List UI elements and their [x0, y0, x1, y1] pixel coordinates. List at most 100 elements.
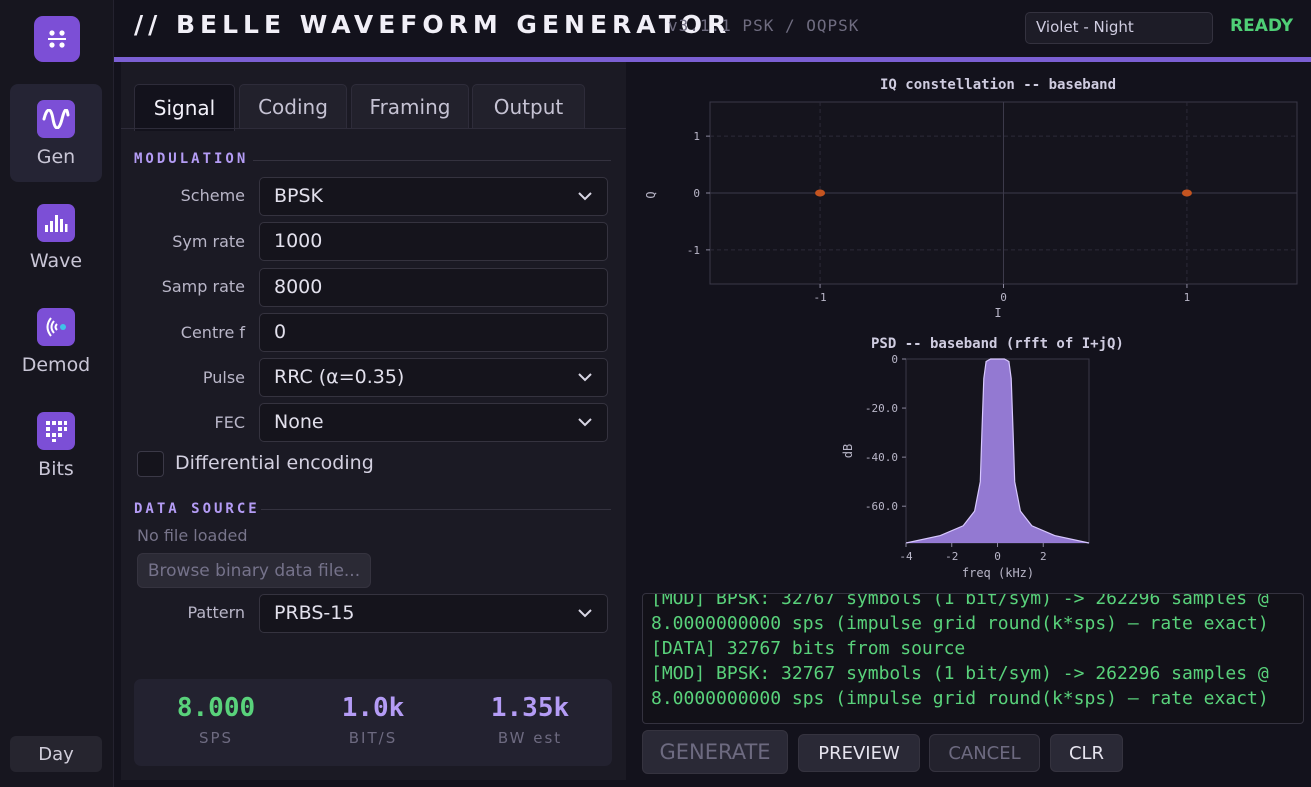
iq-xtick-label: 1	[1184, 291, 1191, 304]
generate-button[interactable]: GENERATE	[642, 730, 788, 774]
sidebar-item-label: Wave	[29, 250, 83, 272]
pulse-select[interactable]: RRC (α=0.35)	[259, 358, 608, 397]
chevron-down-icon	[578, 373, 592, 382]
file-status: No file loaded	[137, 526, 248, 545]
symrate-input[interactable]: 1000	[259, 222, 608, 261]
bitrate-label: BIT/S	[348, 729, 398, 747]
day-mode-button[interactable]: Day	[10, 736, 102, 772]
modulation-section-title: MODULATION	[134, 151, 249, 167]
preview-button[interactable]: PREVIEW	[798, 734, 920, 772]
log-line: [MOD] BPSK: 32767 symbols (1 bit/sym) ->…	[651, 593, 1269, 609]
scheme-label: Scheme	[180, 186, 245, 205]
psd-ytick-label: -40.0	[865, 451, 898, 464]
log-line: 8.0000000000 sps (impulse grid round(k*s…	[651, 688, 1269, 709]
psd-ytick-label: 0	[891, 354, 898, 366]
samprate-input[interactable]: 8000	[259, 268, 608, 307]
app-logo-icon	[34, 16, 80, 62]
log-line: [MOD] BPSK: 32767 symbols (1 bit/sym) ->…	[651, 663, 1269, 684]
fec-value: None	[274, 411, 324, 433]
pattern-value: PRBS-15	[274, 602, 355, 624]
data-source-section-title: DATA SOURCE	[134, 501, 260, 517]
sidebar-item-label: Demod	[21, 354, 91, 376]
radio-icon	[37, 308, 75, 346]
centre-freq-label: Centre f	[180, 323, 245, 342]
app-version: v3.1.1 PSK / OQPSK	[668, 16, 860, 35]
psd-area	[905, 358, 1090, 544]
psd-xtick-label: -4	[899, 550, 913, 563]
iq-point	[815, 189, 826, 197]
bars-icon	[37, 204, 75, 242]
tab-coding[interactable]: Coding	[239, 84, 347, 129]
sidebar-item-demod[interactable]: Demod	[10, 292, 102, 390]
pattern-select[interactable]: PRBS-15	[259, 594, 608, 633]
accent-divider	[114, 57, 1311, 62]
iq-points	[815, 189, 1192, 197]
psd-chart: -4 -2 0 2 0 -20.0 -40.0 -60.0 freq (kHz) dB	[841, 354, 1090, 580]
sidebar-item-label: Bits	[38, 458, 74, 480]
psd-line	[905, 358, 1090, 544]
pattern-label: Pattern	[187, 603, 245, 622]
psd-fill	[906, 359, 1089, 543]
section-divider	[253, 160, 611, 161]
iq-xtick-label: 0	[1000, 291, 1007, 304]
bitrate-value: 1.0k	[341, 693, 405, 723]
log-line: 8.0000000000 sps (impulse grid round(k*s…	[651, 613, 1269, 634]
iq-ytick-label: 1	[693, 130, 700, 143]
clear-log-button[interactable]: CLR	[1050, 734, 1123, 772]
differential-encoding-checkbox[interactable]	[137, 451, 164, 477]
psd-ylabel: dB	[841, 444, 855, 458]
section-divider	[261, 509, 611, 510]
sidebar-item-label: Gen	[36, 146, 76, 168]
iq-ylabel: Q	[644, 191, 658, 198]
iq-xlabel: I	[994, 306, 1001, 320]
chevron-down-icon	[578, 609, 592, 618]
tab-framing[interactable]: Framing	[351, 84, 469, 129]
fec-select[interactable]: None	[259, 403, 608, 442]
chevron-down-icon	[578, 418, 592, 427]
app-title: // BELLE WAVEFORM GENERATOR	[134, 10, 732, 39]
samprate-label: Samp rate	[161, 277, 245, 296]
sidebar-item-gen[interactable]: Gen	[10, 84, 102, 182]
chevron-down-icon	[578, 192, 592, 201]
status-badge: READY	[1230, 16, 1294, 36]
psd-ytick-label: -20.0	[865, 402, 898, 415]
psd-plot-title: PSD -- baseband (rfft of I+jQ)	[871, 336, 1124, 352]
iq-ytick-label: -1	[687, 244, 700, 257]
iq-constellation-chart: -1 0 1 1 0 -1 I Q	[644, 101, 1298, 320]
tab-signal[interactable]: Signal	[134, 84, 235, 131]
psd-ytick-label: -60.0	[865, 500, 898, 513]
pulse-value: RRC (α=0.35)	[274, 366, 405, 388]
centre-freq-input[interactable]: 0	[259, 313, 608, 352]
bandwidth-label: BW est	[497, 729, 563, 747]
iq-axes: -1 0 1 1 0 -1	[687, 130, 1191, 304]
settings-panel: Signal Coding Framing Output MODULATION …	[121, 62, 626, 780]
sps-label: SPS	[198, 729, 234, 747]
scheme-select[interactable]: BPSK	[259, 177, 608, 216]
psd-xlabel: freq (kHz)	[962, 566, 1034, 580]
log-line: [DATA] 32767 bits from source	[651, 638, 966, 659]
scheme-value: BPSK	[274, 185, 324, 207]
pulse-label: Pulse	[202, 368, 245, 387]
psd-xtick-label: 0	[994, 550, 1001, 563]
bandwidth-value: 1.35k	[490, 693, 570, 723]
stats-panel: 8.000 SPS 1.0k BIT/S 1.35k BW est	[134, 679, 612, 766]
symrate-label: Sym rate	[172, 232, 245, 251]
fec-label: FEC	[214, 413, 245, 432]
sidebar-item-wave[interactable]: Wave	[10, 188, 102, 286]
sidebar-item-bits[interactable]: Bits	[10, 396, 102, 494]
iq-plot-title: IQ constellation -- baseband	[880, 77, 1117, 93]
iq-ytick-label: 0	[693, 187, 700, 200]
cancel-button[interactable]: CANCEL	[929, 734, 1040, 772]
psd-xtick-label: -2	[945, 550, 958, 563]
sps-value: 8.000	[176, 693, 256, 723]
theme-select[interactable]: Violet - Night	[1025, 12, 1213, 44]
psd-xtick-label: 2	[1040, 550, 1047, 563]
tab-output[interactable]: Output	[472, 84, 585, 129]
tab-divider	[121, 128, 626, 129]
grid-icon	[37, 412, 75, 450]
browse-file-button[interactable]: Browse binary data file...	[137, 553, 371, 588]
iq-point	[1181, 189, 1192, 197]
sidebar: Gen Wave Demod Bits Day	[0, 0, 114, 787]
wave-icon	[37, 100, 75, 138]
log-console[interactable]: [MOD] BPSK: 32767 symbols (1 bit/sym) ->…	[642, 593, 1304, 724]
